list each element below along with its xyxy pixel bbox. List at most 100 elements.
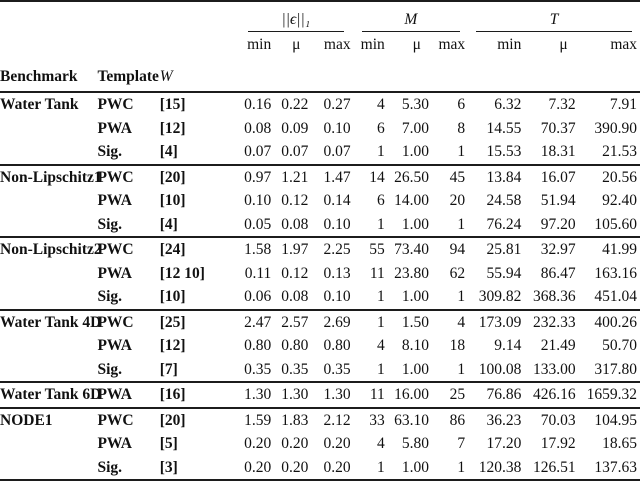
value-cell: 0.20 (244, 435, 272, 452)
value-cell: 0.20 (281, 458, 309, 476)
value-cell: 24.58 (486, 192, 522, 209)
benchmark-name (0, 213, 97, 238)
citation-ref[interactable]: [7] (159, 360, 178, 378)
value-cell: 163.16 (594, 264, 637, 282)
citation-ref[interactable]: [5] (159, 435, 178, 452)
value-cell: 0.16 (244, 96, 272, 113)
benchmark-name (0, 140, 97, 165)
value-cell: 18.31 (540, 143, 576, 160)
citation-ref[interactable]: [20] (159, 411, 186, 429)
value-cell: 55.94 (486, 264, 522, 282)
citation-ref[interactable]: [10] (159, 288, 186, 305)
value-cell: 1.59 (244, 411, 272, 429)
citation-ref[interactable]: [3] (159, 458, 178, 476)
table-row: PWA [12] 0.80 0.80 0.80 4 8.10 18 9.14 21.49 50.70 (0, 334, 640, 358)
col-header-template: Template (97, 68, 159, 85)
value-cell: 7.32 (548, 96, 576, 113)
value-cell: 16.07 (540, 168, 576, 186)
value-cell: 1 (457, 143, 466, 160)
value-cell: 17.92 (540, 435, 576, 452)
citation-ref[interactable]: [25] (159, 313, 186, 331)
value-cell: 0.80 (323, 337, 351, 354)
value-cell: 6 (377, 119, 385, 137)
value-cell: 4 (377, 96, 385, 113)
col-group-epsilon-norm: ||ϵ||₁ (234, 1, 354, 32)
template-name: PWA (97, 435, 132, 452)
citation-ref[interactable]: [4] (159, 143, 178, 160)
value-cell: 1.47 (323, 168, 351, 186)
citation-ref[interactable]: [10] (159, 192, 186, 209)
value-cell: 105.60 (594, 215, 637, 233)
template-name: PWA (97, 337, 132, 354)
value-cell: 1.00 (401, 458, 429, 476)
citation-ref[interactable]: [12 10] (159, 264, 205, 282)
value-cell: 0.35 (244, 360, 272, 378)
value-cell: 76.86 (486, 386, 522, 403)
citation-ref[interactable]: [12] (159, 119, 186, 137)
table-row: NODE1 PWC [20] 1.59 1.83 2.12 33 63.10 86 36.23 70… (0, 408, 640, 433)
value-cell: 0.20 (281, 435, 309, 452)
value-cell: 1.50 (401, 313, 429, 331)
value-cell: 23.80 (394, 264, 429, 282)
col-header-m-min: min (360, 35, 385, 53)
benchmark-group: Non-Lipschitz2 PWC [24] 1.58 1.97 2.25 55 73.40… (0, 237, 640, 310)
benchmark-name (0, 117, 97, 141)
value-cell: 51.94 (540, 192, 576, 209)
value-cell: 20 (449, 192, 466, 209)
benchmark-group: Non-Lipschitz1 PWC [20] 0.97 1.21 1.47 14 26.50… (0, 164, 640, 238)
value-cell: 1.30 (281, 386, 309, 403)
value-cell: 41.99 (602, 241, 637, 258)
value-cell: 50.70 (602, 337, 637, 354)
value-cell: 104.95 (594, 411, 637, 429)
citation-ref[interactable]: [20] (159, 168, 186, 186)
value-cell: 173.09 (478, 313, 522, 331)
value-cell: 36.23 (486, 411, 522, 429)
value-cell: 8.10 (401, 337, 429, 354)
col-header-eps-mu: μ (292, 35, 301, 53)
table-row: Sig. [10] 0.06 0.08 0.10 1 1.00 1 309.82 368.36 45… (0, 285, 640, 310)
subheader-row: min μ max min μ max min μ max (0, 32, 640, 57)
table-row: PWA [5] 0.20 0.20 0.20 4 5.80 7 17.20 17.92 18.65 (0, 432, 640, 456)
value-cell: 390.90 (594, 119, 637, 137)
benchmark-name: Non-Lipschitz1 (0, 168, 102, 186)
value-cell: 97.20 (540, 215, 576, 233)
col-header-t-mu: μ (559, 35, 568, 53)
template-name: PWA (97, 264, 132, 282)
value-cell: 126.51 (533, 458, 576, 476)
value-cell: 5.80 (401, 435, 429, 452)
benchmark-name (0, 334, 97, 358)
value-cell: 6.32 (494, 96, 522, 113)
table-row: Non-Lipschitz1 PWC [20] 0.97 1.21 1.47 14 26.50… (0, 165, 640, 190)
col-header-m-mu: μ (412, 35, 421, 53)
epsilon-norm-label: ||ϵ||₁ (248, 11, 344, 32)
table-row: Water Tank 6D PWA [16] 1.30 1.30 1.30 11 16.00 2… (0, 382, 640, 408)
col-header-eps-max: max (323, 35, 351, 53)
benchmark-group: Water Tank 6D PWA [16] 1.30 1.30 1.30 11 16.00 2… (0, 382, 640, 408)
value-cell: 15.53 (486, 143, 522, 160)
table-row: Sig. [4] 0.07 0.07 0.07 1 1.00 1 15.53 18.31 21.53 (0, 140, 640, 165)
value-cell: 1.00 (401, 215, 429, 233)
value-cell: 317.80 (594, 360, 637, 378)
value-cell: 1.83 (281, 411, 309, 429)
value-cell: 4 (377, 435, 385, 452)
citation-ref[interactable]: [16] (159, 386, 186, 403)
value-cell: 368.36 (533, 288, 576, 305)
value-cell: 18 (449, 337, 466, 354)
citation-ref[interactable]: [24] (159, 241, 186, 258)
value-cell: 1 (377, 458, 385, 476)
value-cell: 20.56 (602, 168, 637, 186)
value-cell: 2.69 (323, 313, 351, 331)
citation-ref[interactable]: [4] (159, 215, 178, 233)
value-cell: 0.35 (323, 360, 351, 378)
value-cell: 21.53 (602, 143, 637, 160)
value-cell: 0.07 (323, 143, 351, 160)
T-label: T (476, 11, 632, 32)
col-header-m-max: max (438, 35, 466, 53)
benchmark-group: NODE1 PWC [20] 1.59 1.83 2.12 33 63.10 86 36.23 70… (0, 407, 640, 481)
value-cell: 14.55 (486, 119, 522, 137)
citation-ref[interactable]: [15] (159, 96, 186, 113)
citation-ref[interactable]: [12] (159, 337, 186, 354)
value-cell: 70.03 (540, 411, 576, 429)
table-row: Sig. [4] 0.05 0.08 0.10 1 1.00 1 76.24 97.20 105.6… (0, 213, 640, 238)
